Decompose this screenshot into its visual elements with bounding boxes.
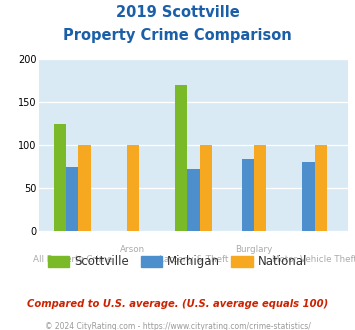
Text: Burglary: Burglary	[235, 245, 273, 254]
Text: 2019 Scottville: 2019 Scottville	[116, 5, 239, 20]
Text: All Property Crime: All Property Crime	[33, 255, 112, 264]
Text: © 2024 CityRating.com - https://www.cityrating.com/crime-statistics/: © 2024 CityRating.com - https://www.city…	[45, 322, 310, 330]
Text: Motor Vehicle Theft: Motor Vehicle Theft	[272, 255, 355, 264]
Text: Larceny & Theft: Larceny & Theft	[159, 255, 228, 264]
Bar	[302, 162, 315, 231]
Bar	[175, 85, 187, 231]
Bar	[242, 159, 254, 231]
Bar	[54, 124, 66, 231]
Text: Compared to U.S. average. (U.S. average equals 100): Compared to U.S. average. (U.S. average …	[27, 299, 328, 309]
Bar	[127, 145, 139, 231]
Bar	[254, 145, 266, 231]
Bar	[66, 167, 78, 231]
Bar	[78, 145, 91, 231]
Bar	[187, 169, 200, 231]
Legend: Scottville, Michigan, National: Scottville, Michigan, National	[43, 250, 312, 273]
Bar	[200, 145, 212, 231]
Text: Arson: Arson	[120, 245, 146, 254]
Bar	[315, 145, 327, 231]
Text: Property Crime Comparison: Property Crime Comparison	[63, 28, 292, 43]
